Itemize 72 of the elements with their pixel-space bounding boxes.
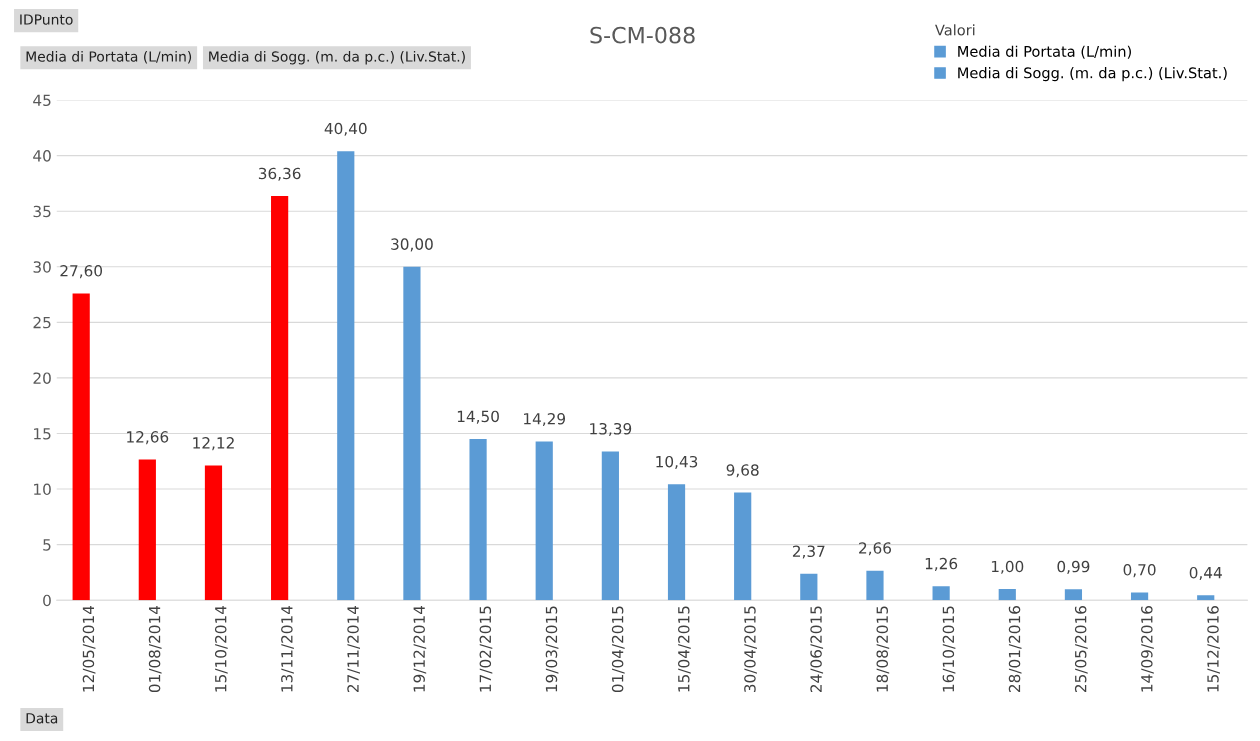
bar xyxy=(337,151,355,601)
y-tick-label: 5 xyxy=(43,539,51,551)
text: Media di Sogg. (m. da p.c.) (Liv.Stat.) xyxy=(209,51,465,65)
legend-title: Valori xyxy=(935,24,975,36)
x-tick-label: 17/02/2015 xyxy=(479,606,493,692)
x-tick-label: 12/05/2014 xyxy=(82,605,96,692)
y-tick-label: 10 xyxy=(34,483,51,496)
x-tick-label: 15/10/2014 xyxy=(214,605,228,692)
data-label: 14,50 xyxy=(457,410,499,424)
text: IDPunto xyxy=(20,14,73,25)
y-tick-label: 15 xyxy=(34,428,51,440)
bar xyxy=(138,459,156,601)
bar xyxy=(866,570,884,601)
x-tick-label: 30/04/2015 xyxy=(744,606,757,692)
y-tick-label: 45 xyxy=(33,94,51,107)
bar xyxy=(734,492,752,601)
y-tick-label: 25 xyxy=(33,316,51,329)
legend-label: Media di Portata (L/min) xyxy=(958,45,1131,59)
y-tick-label: 20 xyxy=(33,372,51,384)
bar xyxy=(271,196,289,601)
y-tick-label: 0 xyxy=(43,594,51,607)
bar xyxy=(535,441,553,601)
bar xyxy=(932,586,950,601)
chart-title: S-CM-088 xyxy=(590,26,695,44)
x-tick-label: 15/12/2016 xyxy=(1207,606,1220,692)
x-tick-label: 18/08/2015 xyxy=(876,606,890,692)
bar xyxy=(1130,592,1149,601)
text: Media di Portata (L/min) xyxy=(26,51,192,64)
x-tick-label: 19/12/2014 xyxy=(413,605,427,692)
bar xyxy=(403,266,421,601)
text: Data xyxy=(26,713,58,724)
bar xyxy=(1197,595,1215,601)
data-label: 0,70 xyxy=(1123,564,1156,578)
data-label: 1,26 xyxy=(925,557,958,571)
bar xyxy=(204,465,223,601)
x-tick-label: 24/06/2015 xyxy=(810,606,824,693)
x-tick-label: 27/11/2014 xyxy=(347,605,361,693)
bar xyxy=(800,573,818,601)
data-label: 10,43 xyxy=(656,455,698,469)
data-label: 12,12 xyxy=(193,437,234,451)
data-label: 12,66 xyxy=(127,431,169,445)
y-tick-label: 35 xyxy=(33,205,51,218)
data-label: 13,39 xyxy=(590,422,632,437)
data-label: 0,44 xyxy=(1189,566,1222,581)
data-label: 1,00 xyxy=(991,560,1024,574)
y-tick-label: 30 xyxy=(33,261,51,273)
x-tick-label: 19/03/2015 xyxy=(545,606,559,692)
x-tick-label: 28/01/2016 xyxy=(1008,606,1022,693)
bar xyxy=(667,484,686,601)
bar xyxy=(601,451,619,601)
x-tick-label: 01/04/2015 xyxy=(611,606,625,693)
x-tick-label: 01/08/2014 xyxy=(148,605,162,693)
bar xyxy=(1064,589,1083,601)
data-label: 36,36 xyxy=(258,167,301,181)
data-label: 14,29 xyxy=(524,412,566,427)
data-label: 2,66 xyxy=(859,542,892,556)
data-label: 30,00 xyxy=(391,238,433,252)
data-label: 2,37 xyxy=(792,545,825,559)
data-label: 27,60 xyxy=(60,265,103,279)
bar xyxy=(998,589,1016,601)
bar xyxy=(469,439,487,601)
data-label: 9,68 xyxy=(726,464,759,478)
y-tick-label: 40 xyxy=(33,150,51,162)
data-label: 0,99 xyxy=(1057,560,1090,574)
x-tick-label: 16/10/2015 xyxy=(942,606,956,692)
x-tick-label: 25/05/2016 xyxy=(1074,606,1088,693)
x-tick-label: 15/04/2015 xyxy=(678,606,691,692)
data-label: 40,40 xyxy=(324,122,367,136)
legend-label: Media di Sogg. (m. da p.c.) (Liv.Stat.) xyxy=(958,67,1227,82)
x-tick-label: 13/11/2014 xyxy=(281,605,294,692)
x-tick-label: 14/09/2016 xyxy=(1141,606,1154,692)
bar xyxy=(72,293,90,601)
